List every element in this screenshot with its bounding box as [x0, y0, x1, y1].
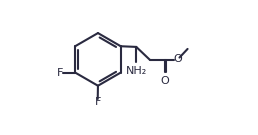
- Text: F: F: [94, 97, 101, 107]
- Text: F: F: [57, 68, 63, 78]
- Text: O: O: [160, 76, 169, 86]
- Text: O: O: [173, 54, 182, 64]
- Text: NH₂: NH₂: [126, 66, 147, 77]
